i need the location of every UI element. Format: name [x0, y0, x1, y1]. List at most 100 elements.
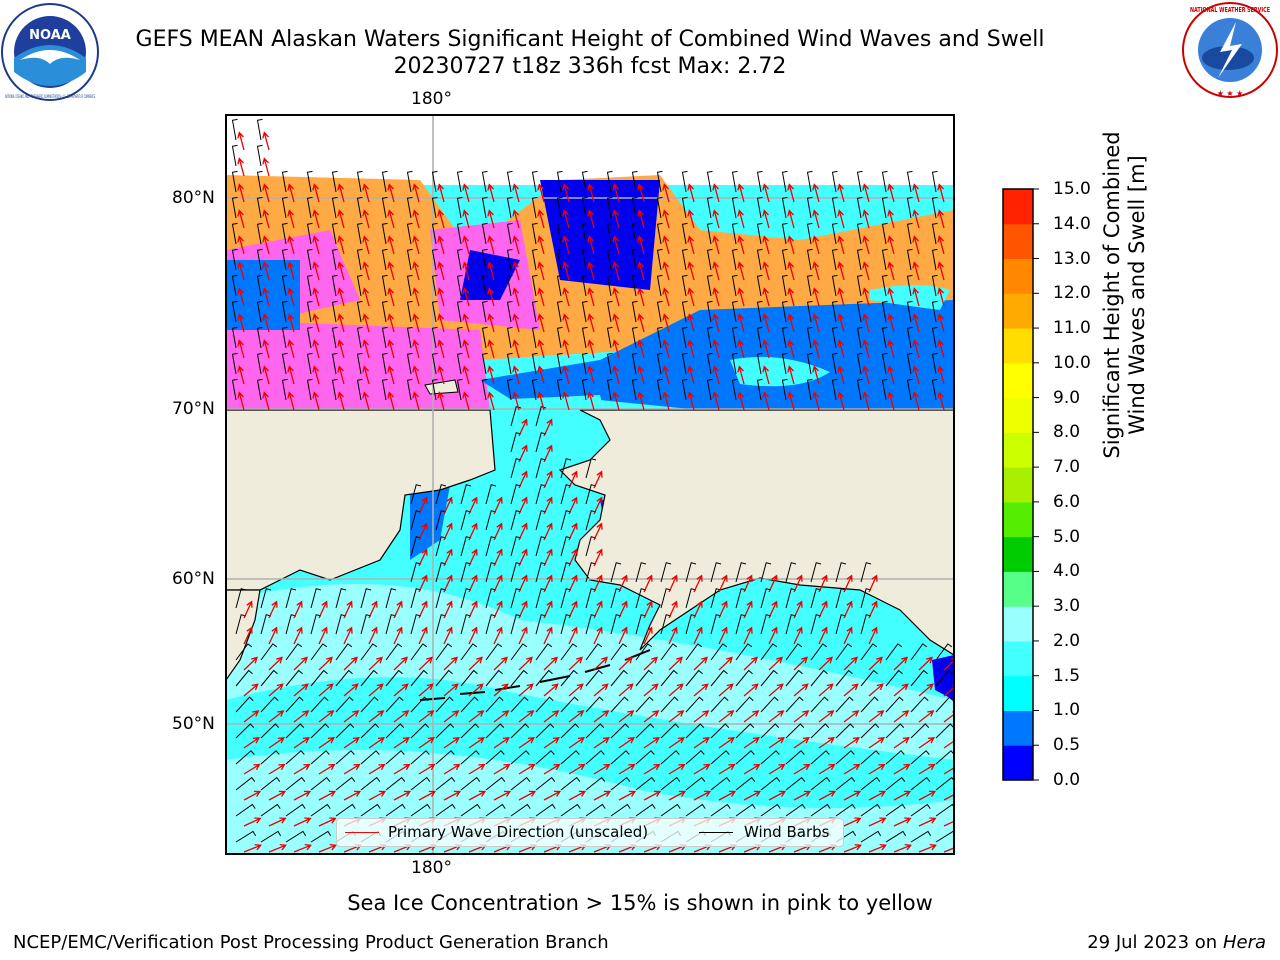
- wave-direction-arrow: [862, 313, 870, 333]
- wind-barb: [781, 248, 788, 271]
- wave-direction-arrow: [593, 683, 609, 697]
- wave-direction-arrow: [387, 235, 395, 255]
- wave-direction-arrow: [293, 710, 310, 723]
- wave-direction-arrow: [487, 391, 495, 411]
- wave-direction-arrow: [737, 209, 745, 229]
- wind-barb: [835, 750, 855, 765]
- wave-direction-arrow: [587, 365, 595, 385]
- wind-barb: [560, 458, 572, 479]
- wave-direction-arrow: [337, 339, 345, 359]
- wave-direction-arrow: [668, 683, 684, 697]
- colorbar: [1003, 188, 1039, 781]
- wave-direction-arrow: [793, 737, 810, 749]
- wind-barb: [306, 170, 313, 193]
- wind-barb: [706, 352, 713, 375]
- wind-barb: [256, 196, 263, 219]
- wind-barb: [906, 170, 913, 193]
- wind-barb: [856, 378, 863, 401]
- wind-barb: [310, 723, 330, 739]
- wind-barb: [656, 300, 663, 323]
- wave-direction-arrow: [243, 600, 253, 619]
- wave-direction-arrow: [637, 287, 645, 307]
- wave-direction-arrow: [718, 790, 737, 801]
- wind-barb: [556, 170, 563, 193]
- wind-barb: [785, 723, 805, 739]
- wind-barb: [681, 300, 688, 323]
- wave-direction-arrow: [418, 626, 428, 645]
- wind-barb: [385, 696, 404, 713]
- wave-direction-arrow: [487, 261, 495, 281]
- wind-barb: [431, 378, 438, 401]
- wave-direction-arrow: [543, 790, 562, 801]
- wave-direction-arrow: [468, 710, 485, 723]
- wave-direction-arrow: [543, 418, 553, 437]
- wind-barb: [281, 378, 288, 401]
- wave-direction-arrow: [512, 365, 520, 385]
- wave-direction-arrow: [643, 710, 660, 723]
- wave-direction-arrow: [262, 287, 270, 307]
- wave-direction-arrow: [593, 470, 603, 489]
- wind-barb: [685, 723, 705, 739]
- lon-label-top: 180°: [411, 89, 452, 109]
- wave-direction-arrow: [612, 339, 620, 359]
- wave-direction-arrow: [687, 261, 695, 281]
- wind-barb: [535, 750, 555, 765]
- wave-direction-arrow: [762, 261, 770, 281]
- wind-barb: [435, 696, 454, 713]
- wave-direction-arrow: [612, 287, 620, 307]
- wave-direction-arrow: [837, 365, 845, 385]
- wind-barb: [835, 614, 847, 635]
- colorbar-segment: [1003, 536, 1033, 572]
- wave-direction-arrow: [718, 763, 736, 775]
- wave-direction-arrow: [743, 737, 760, 749]
- wind-barb: [381, 378, 388, 401]
- wave-direction-arrow: [468, 574, 478, 593]
- wave-direction-arrow: [668, 790, 687, 801]
- noaa-logo: NOAA NATIONAL OCEANIC AND ATMOSPHERIC AD…: [1, 3, 99, 101]
- wave-direction-arrow: [787, 287, 795, 307]
- wave-direction-arrow: [662, 313, 670, 333]
- wave-direction-arrow: [518, 710, 535, 723]
- wave-direction-arrow: [937, 287, 945, 307]
- colorbar-tick-label: 1.0: [1053, 700, 1081, 721]
- wind-barb: [406, 352, 413, 375]
- wave-direction-arrow: [418, 548, 428, 567]
- wind-barb: [506, 196, 513, 219]
- wave-direction-arrow: [918, 683, 934, 697]
- wind-barb: [806, 196, 813, 219]
- wind-barb: [260, 669, 278, 687]
- wave-direction-arrow: [587, 209, 595, 229]
- wave-direction-arrow: [687, 391, 695, 411]
- wind-barb: [835, 588, 847, 609]
- wind-barb: [535, 614, 547, 635]
- wind-barb: [385, 803, 406, 817]
- wave-direction-legend-label: Primary Wave Direction (unscaled): [388, 823, 649, 841]
- wave-direction-arrow: [293, 600, 303, 619]
- wind-barb: [435, 776, 456, 791]
- wind-barb: [356, 352, 363, 375]
- wave-direction-arrow: [512, 261, 520, 281]
- wave-direction-arrow: [762, 183, 770, 203]
- wind-barb: [260, 723, 280, 739]
- wave-direction-arrow: [543, 522, 553, 541]
- wind-barb: [410, 484, 422, 505]
- wind-barb: [806, 326, 813, 349]
- wind-barb: [781, 196, 788, 219]
- wave-direction-arrow: [868, 600, 878, 619]
- wind-barb: [281, 248, 288, 271]
- wave-direction-arrow: [762, 313, 770, 333]
- wave-direction-arrow: [762, 339, 770, 359]
- wind-barb: [306, 378, 313, 401]
- wave-direction-arrow: [287, 391, 295, 411]
- wind-barb: [606, 248, 613, 271]
- wave-direction-arrow: [868, 817, 887, 827]
- wind-barb: [435, 562, 447, 583]
- wind-barb: [756, 352, 763, 375]
- wind-barb: [631, 196, 638, 219]
- wave-direction-arrow: [862, 391, 870, 411]
- wind-barb: [406, 274, 413, 297]
- wind-barb: [235, 723, 255, 739]
- wave-direction-arrow: [937, 209, 945, 229]
- wave-direction-arrow: [843, 626, 853, 645]
